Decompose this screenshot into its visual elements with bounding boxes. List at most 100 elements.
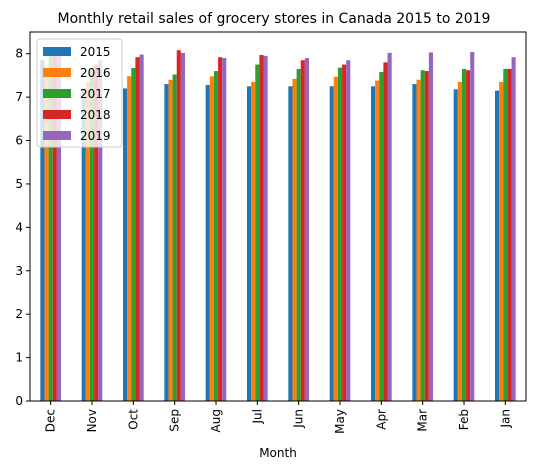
bar-sep-2015 [164, 84, 169, 401]
bar-jan-2018 [507, 68, 512, 402]
bar-oct-2017 [131, 68, 136, 401]
bar-feb-2017 [461, 68, 467, 402]
bars-group [40, 47, 516, 402]
y-tick-label: 8 [15, 47, 23, 61]
bar-aug-2015 [205, 84, 210, 402]
bar-sep-2018 [176, 50, 181, 401]
legend-label-2016: 2016 [80, 66, 111, 80]
bar-dec-2017 [48, 53, 53, 402]
x-tick-label-jan: Jan [498, 409, 512, 429]
bar-aug-2018 [218, 57, 223, 401]
bar-jul-2017 [255, 64, 260, 401]
bar-oct-2019 [139, 54, 144, 401]
bar-apr-2017 [379, 71, 384, 402]
bar-jan-2016 [499, 81, 504, 402]
bar-may-2015 [329, 86, 334, 401]
x-tick-label-jun: Jun [292, 409, 306, 429]
x-tick-label-oct: Oct [126, 409, 140, 430]
bar-jul-2019 [263, 55, 268, 402]
bar-jul-2015 [247, 86, 252, 401]
bar-feb-2016 [457, 81, 462, 402]
x-tick-label-may: May [333, 409, 347, 434]
bar-oct-2015 [123, 88, 128, 401]
legend-swatch-2016 [43, 68, 71, 77]
bar-feb-2019 [470, 51, 475, 401]
y-tick-label: 0 [15, 394, 23, 408]
bar-aug-2019 [222, 58, 227, 401]
legend-swatch-2018 [43, 110, 71, 119]
bar-apr-2015 [371, 86, 376, 401]
bar-nov-2017 [89, 71, 95, 401]
x-axis: Dec Nov Oct Sep Aug Jul Jun May Apr Mar Feb Jan [44, 401, 512, 434]
legend: 2015 2016 2017 2018 2019 [36, 38, 123, 148]
bar-mar-2015 [412, 84, 417, 401]
y-tick-label: 2 [15, 307, 23, 321]
bar-mar-2019 [428, 52, 433, 401]
bar-jun-2015 [288, 86, 293, 401]
bar-apr-2018 [383, 62, 388, 401]
bar-may-2018 [342, 64, 347, 401]
bar-mar-2017 [420, 70, 425, 401]
bar-mar-2016 [416, 79, 421, 402]
legend-swatch-2019 [43, 131, 71, 140]
bar-jun-2016 [292, 78, 297, 401]
x-tick-label-mar: Mar [416, 409, 430, 432]
bar-sep-2019 [180, 52, 185, 401]
x-tick-label-dec: Dec [44, 409, 58, 432]
y-tick-label: 7 [15, 90, 23, 104]
bar-may-2016 [333, 76, 338, 402]
y-tick-label: 4 [15, 220, 23, 234]
bar-dec-2015 [40, 60, 45, 401]
bar-oct-2018 [135, 57, 140, 401]
x-tick-label-sep: Sep [168, 409, 182, 432]
legend-label-2019: 2019 [80, 129, 111, 143]
bar-jul-2016 [251, 81, 256, 402]
bar-dec-2018 [52, 51, 57, 402]
legend-swatch-2015 [43, 47, 71, 56]
bar-jan-2017 [503, 68, 508, 402]
x-tick-label-aug: Aug [209, 409, 223, 432]
x-tick-label-apr: Apr [374, 409, 388, 430]
bar-apr-2016 [375, 80, 380, 401]
bar-jun-2019 [304, 58, 309, 401]
bar-sep-2016 [168, 79, 173, 402]
bar-dec-2016 [44, 68, 49, 402]
bar-dec-2019 [56, 47, 61, 401]
bar-jun-2018 [300, 60, 305, 401]
plot-frame [29, 31, 527, 402]
bar-apr-2019 [387, 52, 392, 401]
y-tick-label: 5 [15, 177, 23, 191]
bar-mar-2018 [424, 71, 429, 401]
bar-nov-2019 [98, 60, 103, 401]
bar-aug-2017 [213, 71, 219, 401]
legend-box [36, 38, 123, 148]
chart-title: Monthly retail sales of grocery stores i… [58, 11, 491, 27]
legend-swatch-2017 [43, 89, 71, 98]
bar-jan-2019 [511, 57, 516, 401]
bar-feb-2015 [453, 89, 458, 401]
bar-jan-2015 [495, 90, 500, 401]
y-tick-label: 1 [15, 351, 23, 365]
bar-feb-2018 [466, 70, 471, 401]
x-tick-label-feb: Feb [457, 409, 471, 430]
y-tick-label: 3 [15, 264, 23, 278]
legend-label-2017: 2017 [80, 87, 111, 101]
x-tick-label-jul: Jul [250, 409, 264, 424]
bar-jun-2017 [296, 68, 301, 402]
legend-label-2015: 2015 [80, 45, 111, 59]
bar-oct-2016 [127, 76, 132, 401]
y-axis: 0 1 2 3 4 5 6 7 8 [15, 47, 30, 408]
y-tick-label: 6 [15, 134, 23, 148]
bar-nov-2016 [85, 81, 90, 402]
bar-sep-2017 [172, 74, 177, 402]
bar-nov-2015 [81, 88, 86, 401]
x-tick-label-nov: Nov [85, 409, 99, 432]
x-axis-label: Month [259, 446, 297, 460]
bar-jul-2018 [259, 55, 264, 401]
bar-aug-2016 [209, 76, 214, 401]
legend-label-2018: 2018 [80, 108, 111, 122]
bar-may-2019 [346, 60, 351, 401]
bar-nov-2018 [94, 64, 99, 401]
bar-may-2017 [337, 67, 343, 401]
